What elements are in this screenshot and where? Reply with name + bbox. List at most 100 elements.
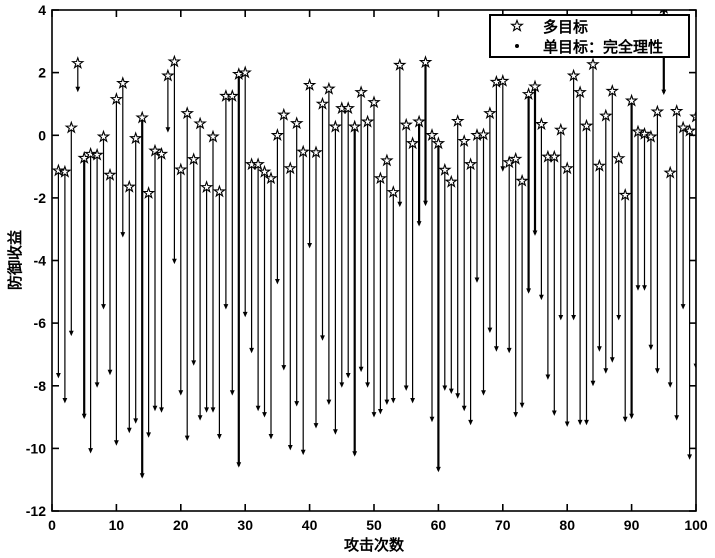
star-marker xyxy=(277,107,291,121)
dot-marker xyxy=(687,454,692,460)
star-marker xyxy=(605,83,620,97)
dot-marker xyxy=(88,448,93,454)
star-marker xyxy=(148,143,162,157)
x-tick-label: 50 xyxy=(366,517,382,533)
star-marker xyxy=(534,117,549,131)
dot-marker xyxy=(358,366,364,373)
star-marker xyxy=(193,116,208,130)
x-tick-label: 30 xyxy=(237,517,253,533)
dot-marker xyxy=(416,221,422,227)
dot-marker xyxy=(545,374,551,380)
dot-marker xyxy=(307,243,312,249)
dot-marker xyxy=(577,419,583,426)
star-marker xyxy=(573,85,587,99)
dot-marker xyxy=(403,385,409,391)
dot-marker xyxy=(210,407,216,413)
dot-marker xyxy=(584,419,589,426)
dot-marker xyxy=(326,399,332,405)
star-marker xyxy=(64,120,79,134)
star-marker xyxy=(399,117,413,131)
y-tick-label: -2 xyxy=(34,190,47,206)
star-marker xyxy=(57,164,72,178)
dot-marker xyxy=(558,315,564,321)
star-marker xyxy=(438,162,452,176)
star-marker xyxy=(70,56,85,70)
star-marker xyxy=(103,167,117,181)
legend-entry-single-objective: 单目标：完全理性 xyxy=(491,36,688,56)
star-marker xyxy=(206,129,220,143)
dot-marker xyxy=(513,412,519,418)
star-marker xyxy=(476,127,491,141)
dot-marker xyxy=(494,346,499,352)
dot-marker xyxy=(468,419,473,426)
star-marker xyxy=(412,114,426,128)
y-axis: -12 -10 -8 -6 -4 -2 0 2 4 xyxy=(26,2,696,519)
dot-marker xyxy=(378,409,383,415)
star-marker xyxy=(109,92,124,106)
dot-marker xyxy=(352,451,358,457)
star-marker xyxy=(180,106,195,120)
dot-marker xyxy=(571,315,576,321)
dot-marker xyxy=(101,304,106,310)
dot-marker xyxy=(114,440,119,446)
star-marker xyxy=(650,104,665,118)
dot-marker xyxy=(461,405,467,412)
dot-marker xyxy=(56,373,61,379)
dot-marker xyxy=(345,373,351,379)
star-marker xyxy=(154,146,169,160)
dot-marker xyxy=(397,201,403,208)
star-marker xyxy=(90,147,104,161)
star-marker xyxy=(328,119,343,133)
star-marker xyxy=(199,180,214,194)
star-marker xyxy=(309,145,323,159)
dot-marker xyxy=(333,429,338,435)
dot-marker xyxy=(159,407,164,413)
star-marker xyxy=(302,77,317,91)
star-marker xyxy=(457,134,471,148)
dot-marker xyxy=(94,382,100,388)
x-tick-label: 60 xyxy=(431,517,447,533)
x-tick-label: 10 xyxy=(109,517,125,533)
dot-marker xyxy=(590,380,596,387)
dot-marker xyxy=(674,415,680,421)
star-marker xyxy=(96,129,111,143)
star-marker xyxy=(515,173,530,187)
y-tick-label: -10 xyxy=(26,440,46,456)
dot-marker xyxy=(455,393,461,399)
dot-marker xyxy=(229,390,235,396)
star-marker xyxy=(560,161,574,175)
dot-marker xyxy=(107,369,113,376)
dot-marker xyxy=(313,423,319,429)
star-marker xyxy=(528,79,542,93)
dot-marker xyxy=(68,330,74,337)
dot-marker xyxy=(184,435,190,441)
star-marker-icon xyxy=(491,19,543,33)
y-tick-label: -6 xyxy=(34,315,47,331)
dot-marker-icon xyxy=(491,44,543,48)
star-marker xyxy=(386,185,401,199)
x-tick-label: 40 xyxy=(302,517,318,533)
star-marker xyxy=(689,109,696,123)
dot-marker xyxy=(564,421,570,427)
dot-marker xyxy=(436,466,441,473)
star-marker xyxy=(444,174,459,188)
star-marker xyxy=(611,151,626,165)
star-marker xyxy=(186,152,201,166)
dot-marker xyxy=(423,200,428,207)
dot-marker xyxy=(249,347,254,354)
plot-area xyxy=(52,10,696,479)
dot-marker xyxy=(165,127,171,133)
dot-marker xyxy=(597,346,602,352)
dot-marker xyxy=(539,294,544,301)
legend: 多目标 单目标：完全理性 xyxy=(489,14,690,58)
star-marker xyxy=(135,110,149,124)
dot-marker xyxy=(146,432,151,438)
x-tick-label: 70 xyxy=(495,517,511,533)
dot-marker xyxy=(448,388,454,394)
x-tick-label: 20 xyxy=(173,517,189,533)
dot-marker xyxy=(81,413,87,420)
star-marker xyxy=(682,123,696,137)
dot-marker xyxy=(622,416,628,423)
